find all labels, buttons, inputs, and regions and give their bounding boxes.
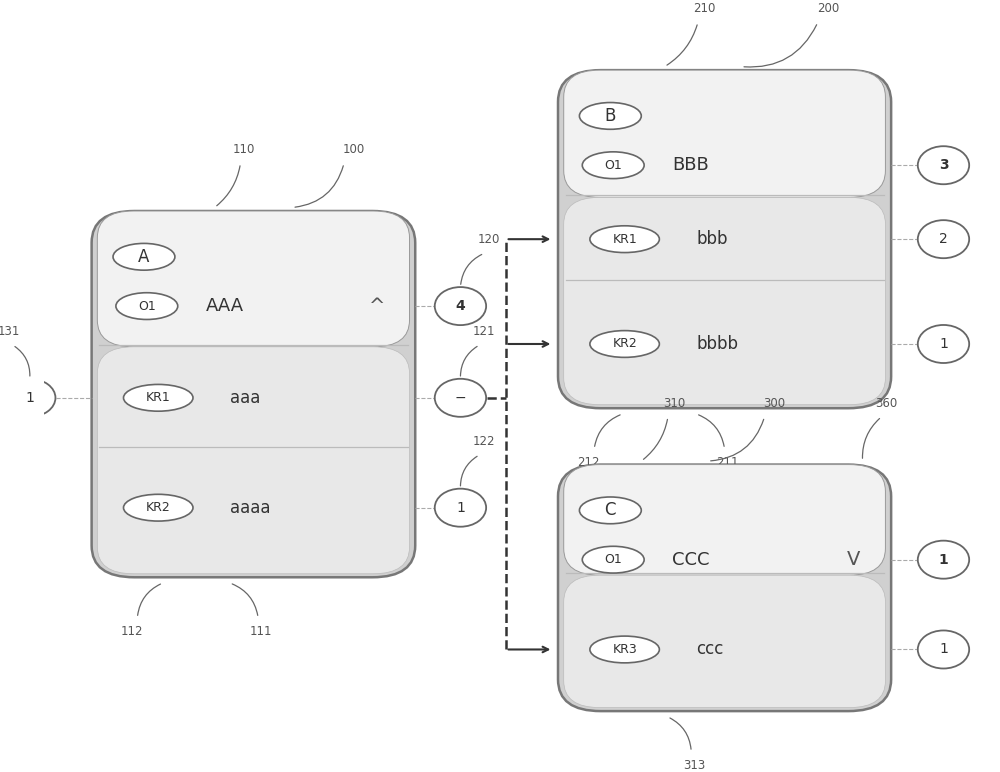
Text: C: C	[605, 501, 616, 520]
Text: 210: 210	[693, 2, 716, 15]
Text: −: −	[455, 391, 466, 405]
Circle shape	[435, 379, 486, 417]
Circle shape	[435, 489, 486, 527]
Ellipse shape	[590, 330, 659, 357]
Ellipse shape	[579, 103, 641, 129]
FancyBboxPatch shape	[564, 575, 885, 708]
Text: O1: O1	[138, 300, 156, 313]
FancyBboxPatch shape	[564, 198, 885, 405]
Text: 111: 111	[250, 625, 272, 638]
FancyBboxPatch shape	[564, 465, 885, 575]
Text: 131: 131	[0, 325, 20, 338]
Text: KR2: KR2	[612, 337, 637, 350]
Text: 2: 2	[939, 232, 948, 246]
Text: BBB: BBB	[672, 156, 709, 174]
Text: 112: 112	[120, 625, 143, 638]
Text: 1: 1	[456, 501, 465, 515]
Text: bbb: bbb	[696, 230, 728, 248]
Text: 212: 212	[577, 456, 600, 469]
Text: bbbb: bbbb	[696, 335, 738, 353]
Ellipse shape	[116, 293, 178, 320]
Text: 120: 120	[478, 233, 500, 246]
Circle shape	[435, 287, 486, 325]
Text: 4: 4	[456, 299, 465, 313]
Circle shape	[4, 379, 55, 417]
FancyBboxPatch shape	[97, 347, 410, 574]
Text: 200: 200	[817, 2, 839, 15]
FancyBboxPatch shape	[558, 70, 891, 408]
Text: AAA: AAA	[206, 297, 244, 315]
Text: B: B	[605, 107, 616, 125]
Circle shape	[918, 631, 969, 669]
Text: O1: O1	[604, 159, 622, 171]
Text: ccc: ccc	[696, 641, 723, 659]
Text: 122: 122	[473, 435, 495, 448]
Text: KR1: KR1	[146, 391, 171, 405]
Ellipse shape	[582, 547, 644, 573]
Circle shape	[918, 325, 969, 363]
Text: KR3: KR3	[612, 643, 637, 656]
Text: V: V	[846, 550, 860, 569]
Text: aaaa: aaaa	[230, 499, 270, 516]
FancyBboxPatch shape	[97, 211, 410, 347]
Text: 110: 110	[233, 143, 255, 156]
Ellipse shape	[113, 243, 175, 270]
Ellipse shape	[579, 497, 641, 523]
FancyBboxPatch shape	[558, 465, 891, 711]
Ellipse shape	[124, 494, 193, 521]
Text: CCC: CCC	[672, 550, 710, 569]
Text: 1: 1	[939, 337, 948, 351]
Circle shape	[918, 540, 969, 579]
Ellipse shape	[590, 225, 659, 252]
Text: 211: 211	[716, 456, 739, 469]
Text: KR1: KR1	[612, 232, 637, 245]
Text: KR2: KR2	[146, 501, 171, 514]
Ellipse shape	[590, 636, 659, 663]
Text: 3: 3	[939, 158, 948, 172]
Text: A: A	[138, 248, 150, 266]
Ellipse shape	[124, 384, 193, 411]
Text: 121: 121	[473, 325, 495, 338]
Text: 360: 360	[875, 397, 898, 410]
Text: 300: 300	[763, 397, 786, 410]
Text: O1: O1	[604, 554, 622, 566]
Text: ^: ^	[369, 296, 385, 316]
Circle shape	[918, 220, 969, 258]
Text: 313: 313	[683, 759, 705, 772]
Circle shape	[918, 146, 969, 185]
Text: aaa: aaa	[230, 389, 260, 407]
Text: 1: 1	[25, 391, 34, 405]
Text: 1: 1	[939, 553, 948, 567]
FancyBboxPatch shape	[92, 211, 415, 577]
Ellipse shape	[582, 152, 644, 178]
Text: 310: 310	[663, 397, 686, 410]
Text: 1: 1	[939, 642, 948, 656]
FancyBboxPatch shape	[564, 70, 885, 198]
Text: 100: 100	[343, 143, 365, 156]
